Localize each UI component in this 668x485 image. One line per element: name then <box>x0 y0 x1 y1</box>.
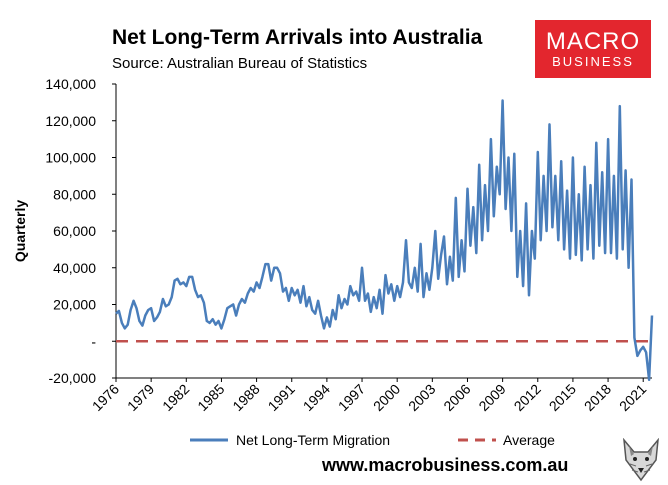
series-line-net-long-term-migration <box>115 99 654 382</box>
x-tick-label: 2015 <box>546 381 579 414</box>
x-tick-label: 2000 <box>370 381 403 414</box>
y-tick-label: -20,000 <box>49 370 97 386</box>
y-tick-label: 120,000 <box>45 113 96 129</box>
logo-line-2: BUSINESS <box>552 53 634 69</box>
x-tick-label: 2003 <box>405 381 438 414</box>
chart-title: Net Long-Term Arrivals into Australia <box>112 26 483 49</box>
x-tick-label: 2018 <box>581 381 614 414</box>
y-tick-label: 100,000 <box>45 150 96 166</box>
y-tick-label: 40,000 <box>53 260 96 276</box>
x-tick-label: 1985 <box>194 381 227 414</box>
y-tick-label: 60,000 <box>53 223 96 239</box>
x-tick-label: 2006 <box>440 381 473 414</box>
y-tick-label: - <box>91 333 96 349</box>
chart-subtitle: Source: Australian Bureau of Statistics <box>112 55 368 72</box>
footer-url: www.macrobusiness.com.au <box>322 455 569 475</box>
y-axis-title: Quarterly <box>12 200 28 262</box>
y-tick-label: 80,000 <box>53 186 96 202</box>
legend-label-migration: Net Long-Term Migration <box>236 432 390 448</box>
x-tick-label: 2021 <box>616 381 649 414</box>
y-tick-label: 20,000 <box>53 297 96 313</box>
legend-label-average: Average <box>503 432 555 448</box>
x-tick-label: 1988 <box>229 381 262 414</box>
y-tick-label: 140,000 <box>45 76 96 92</box>
logo-line-1: MACRO <box>545 27 641 55</box>
x-tick-label: 1979 <box>124 381 157 414</box>
wolf-mascot-icon <box>623 438 659 482</box>
x-tick-label: 1994 <box>300 381 333 414</box>
x-tick-label: 1997 <box>335 381 368 414</box>
x-tick-label: 2012 <box>511 381 544 414</box>
x-tick-label: 2009 <box>475 381 508 414</box>
macrobusiness-logo: MACRO BUSINESS <box>535 20 651 78</box>
x-tick-label: 1982 <box>159 381 192 414</box>
x-tick-label: 1991 <box>265 381 298 414</box>
